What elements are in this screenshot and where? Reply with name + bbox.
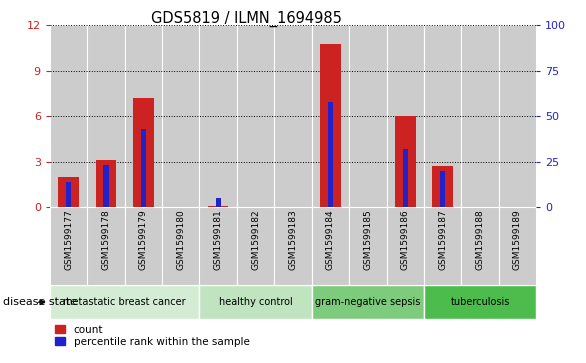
Text: GSM1599177: GSM1599177 (64, 209, 73, 270)
Bar (349, 207, 387, 285)
Bar (199, 285, 312, 319)
Bar (440, 171, 445, 207)
Text: GSM1599189: GSM1599189 (513, 209, 522, 270)
Text: GDS5819 / ILMN_1694985: GDS5819 / ILMN_1694985 (151, 11, 342, 27)
Text: GSM1599186: GSM1599186 (401, 209, 410, 270)
Bar (424, 285, 536, 319)
Text: GSM1599188: GSM1599188 (476, 209, 485, 270)
Bar (328, 102, 333, 207)
Text: GSM1599187: GSM1599187 (438, 209, 447, 270)
Text: healthy control: healthy control (219, 297, 292, 307)
Bar (50, 285, 199, 319)
Bar (237, 25, 274, 207)
Text: GSM1599179: GSM1599179 (139, 209, 148, 270)
Bar (58, 177, 79, 207)
Text: gram-negative sepsis: gram-negative sepsis (315, 297, 421, 307)
Text: tuberculosis: tuberculosis (451, 297, 510, 307)
Text: GSM1599182: GSM1599182 (251, 209, 260, 270)
Bar (208, 206, 229, 207)
Bar (199, 25, 237, 207)
Bar (424, 25, 461, 207)
Bar (312, 285, 424, 319)
Bar (320, 44, 340, 207)
Bar (274, 207, 312, 285)
Bar (387, 207, 424, 285)
Bar (424, 207, 461, 285)
Bar (162, 25, 199, 207)
Bar (125, 25, 162, 207)
Bar (395, 116, 415, 207)
Bar (274, 25, 312, 207)
Text: GSM1599183: GSM1599183 (288, 209, 298, 270)
Bar (96, 160, 116, 207)
Bar (312, 207, 349, 285)
Bar (461, 207, 499, 285)
Bar (133, 98, 154, 207)
Bar (141, 129, 146, 207)
Bar (216, 198, 221, 207)
Bar (162, 207, 199, 285)
Bar (387, 25, 424, 207)
Bar (50, 207, 87, 285)
Bar (403, 149, 408, 207)
Text: GSM1599181: GSM1599181 (214, 209, 223, 270)
Bar (87, 25, 125, 207)
Bar (199, 207, 237, 285)
Bar (87, 207, 125, 285)
Text: metastatic breast cancer: metastatic breast cancer (63, 297, 186, 307)
Bar (50, 25, 87, 207)
Bar (125, 207, 162, 285)
Text: disease state: disease state (3, 297, 77, 307)
Text: GSM1599180: GSM1599180 (176, 209, 185, 270)
Bar (312, 25, 349, 207)
Bar (103, 165, 108, 207)
Bar (349, 25, 387, 207)
Bar (499, 25, 536, 207)
Bar (499, 207, 536, 285)
Text: GSM1599178: GSM1599178 (101, 209, 110, 270)
Text: GSM1599184: GSM1599184 (326, 209, 335, 270)
Bar (461, 25, 499, 207)
Bar (432, 166, 453, 207)
Bar (66, 182, 71, 207)
Legend: count, percentile rank within the sample: count, percentile rank within the sample (55, 325, 250, 347)
Text: GSM1599185: GSM1599185 (363, 209, 372, 270)
Bar (237, 207, 274, 285)
